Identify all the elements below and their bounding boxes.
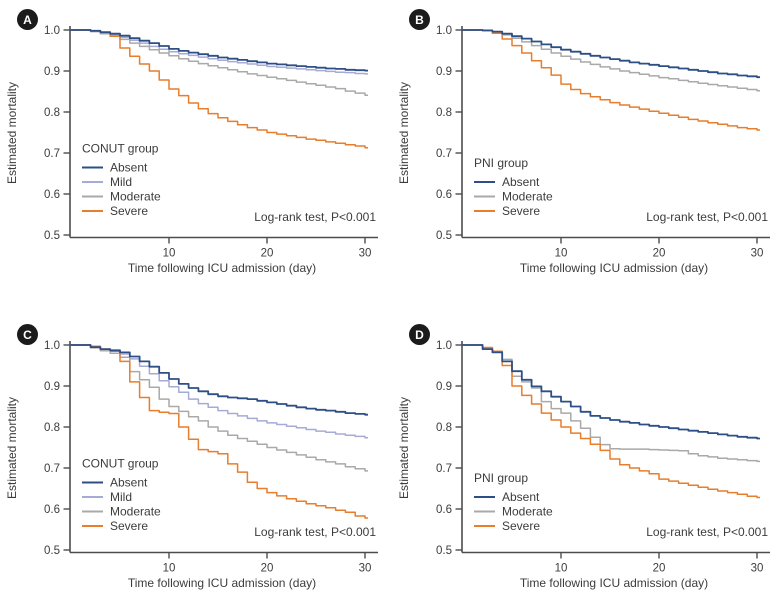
svg-text:Moderate: Moderate <box>502 190 553 204</box>
svg-text:30: 30 <box>359 563 372 575</box>
svg-text:0.8: 0.8 <box>436 422 452 434</box>
km-panel-a: A 0.5 0.6 0.7 0.8 0.9 1.0 10 20 30 Time following… <box>0 0 392 291</box>
svg-text:PNI group: PNI group <box>474 471 528 485</box>
svg-text:30: 30 <box>359 248 372 260</box>
km-plot-d: 0.5 0.6 0.7 0.8 0.9 1.0 10 20 30 Time following I… <box>397 340 770 590</box>
km-plot-b: 0.5 0.6 0.7 0.8 0.9 1.0 10 20 30 Time following I… <box>397 25 770 275</box>
svg-text:Severe: Severe <box>110 519 148 533</box>
svg-text:10: 10 <box>163 563 176 575</box>
svg-text:Time following ICU admission (: Time following ICU admission (day) <box>520 261 708 275</box>
svg-text:0.9: 0.9 <box>44 66 60 78</box>
svg-text:Time following ICU admission (: Time following ICU admission (day) <box>128 261 316 275</box>
svg-text:0.5: 0.5 <box>44 545 60 557</box>
svg-text:Absent: Absent <box>502 175 540 189</box>
svg-text:30: 30 <box>751 248 764 260</box>
svg-text:1.0: 1.0 <box>44 25 60 37</box>
svg-text:10: 10 <box>555 248 568 260</box>
svg-text:Time following ICU admission (: Time following ICU admission (day) <box>520 576 708 590</box>
svg-text:Estimated mortality: Estimated mortality <box>5 397 19 499</box>
svg-text:CONUT group: CONUT group <box>82 142 159 156</box>
svg-text:0.8: 0.8 <box>436 107 452 119</box>
svg-text:Absent: Absent <box>110 161 148 175</box>
panel-b-badge: B <box>409 9 430 30</box>
svg-text:PNI group: PNI group <box>474 156 528 170</box>
svg-text:0.9: 0.9 <box>436 66 452 78</box>
svg-text:0.9: 0.9 <box>436 381 452 393</box>
svg-text:0.9: 0.9 <box>44 381 60 393</box>
panel-d-badge: D <box>409 324 430 345</box>
svg-text:20: 20 <box>261 563 274 575</box>
svg-text:0.7: 0.7 <box>44 148 60 160</box>
svg-text:0.5: 0.5 <box>436 545 452 557</box>
panel-c-badge: C <box>17 324 38 345</box>
km-plot-c: 0.5 0.6 0.7 0.8 0.9 1.0 10 20 30 Time following I… <box>5 340 378 590</box>
svg-text:Mild: Mild <box>110 175 132 189</box>
km-panel-c: C 0.5 0.6 0.7 0.8 0.9 1.0 10 20 30 Time following… <box>0 315 392 606</box>
svg-text:Estimated mortality: Estimated mortality <box>397 397 411 499</box>
svg-text:Time following ICU admission (: Time following ICU admission (day) <box>128 576 316 590</box>
svg-text:Severe: Severe <box>502 519 540 533</box>
svg-text:Moderate: Moderate <box>502 505 553 519</box>
km-panel-d: D 0.5 0.6 0.7 0.8 0.9 1.0 10 20 30 Time following… <box>392 315 784 606</box>
svg-text:CONUT group: CONUT group <box>82 457 159 471</box>
svg-text:0.8: 0.8 <box>44 422 60 434</box>
svg-text:Moderate: Moderate <box>110 505 161 519</box>
svg-text:20: 20 <box>261 248 274 260</box>
svg-text:1.0: 1.0 <box>436 340 452 352</box>
svg-text:30: 30 <box>751 563 764 575</box>
svg-text:Log-rank test, P<0.001: Log-rank test, P<0.001 <box>254 525 376 539</box>
svg-text:Log-rank test, P<0.001: Log-rank test, P<0.001 <box>254 210 376 224</box>
svg-text:0.7: 0.7 <box>436 148 452 160</box>
svg-text:Moderate: Moderate <box>110 190 161 204</box>
svg-text:0.6: 0.6 <box>44 189 60 201</box>
svg-text:Estimated mortality: Estimated mortality <box>5 82 19 184</box>
km-panel-b: B 0.5 0.6 0.7 0.8 0.9 1.0 10 20 30 Time following… <box>392 0 784 291</box>
svg-text:Absent: Absent <box>502 490 540 504</box>
svg-text:Mild: Mild <box>110 490 132 504</box>
svg-text:0.8: 0.8 <box>44 107 60 119</box>
svg-text:Severe: Severe <box>502 204 540 218</box>
svg-text:0.6: 0.6 <box>44 504 60 516</box>
svg-text:20: 20 <box>653 563 666 575</box>
svg-text:10: 10 <box>163 248 176 260</box>
svg-text:0.7: 0.7 <box>436 463 452 475</box>
svg-text:1.0: 1.0 <box>436 25 452 37</box>
svg-text:0.6: 0.6 <box>436 504 452 516</box>
svg-text:10: 10 <box>555 563 568 575</box>
panel-a-badge: A <box>17 9 38 30</box>
svg-text:0.6: 0.6 <box>436 189 452 201</box>
svg-text:Log-rank test, P<0.001: Log-rank test, P<0.001 <box>646 210 768 224</box>
svg-text:Estimated mortality: Estimated mortality <box>397 82 411 184</box>
svg-text:Severe: Severe <box>110 204 148 218</box>
svg-text:20: 20 <box>653 248 666 260</box>
svg-text:0.5: 0.5 <box>436 230 452 242</box>
svg-text:Absent: Absent <box>110 476 148 490</box>
svg-text:0.5: 0.5 <box>44 230 60 242</box>
km-plot-a: 0.5 0.6 0.7 0.8 0.9 1.0 10 20 30 Time following I… <box>5 25 378 275</box>
svg-text:1.0: 1.0 <box>44 340 60 352</box>
svg-text:Log-rank test, P<0.001: Log-rank test, P<0.001 <box>646 525 768 539</box>
svg-text:0.7: 0.7 <box>44 463 60 475</box>
